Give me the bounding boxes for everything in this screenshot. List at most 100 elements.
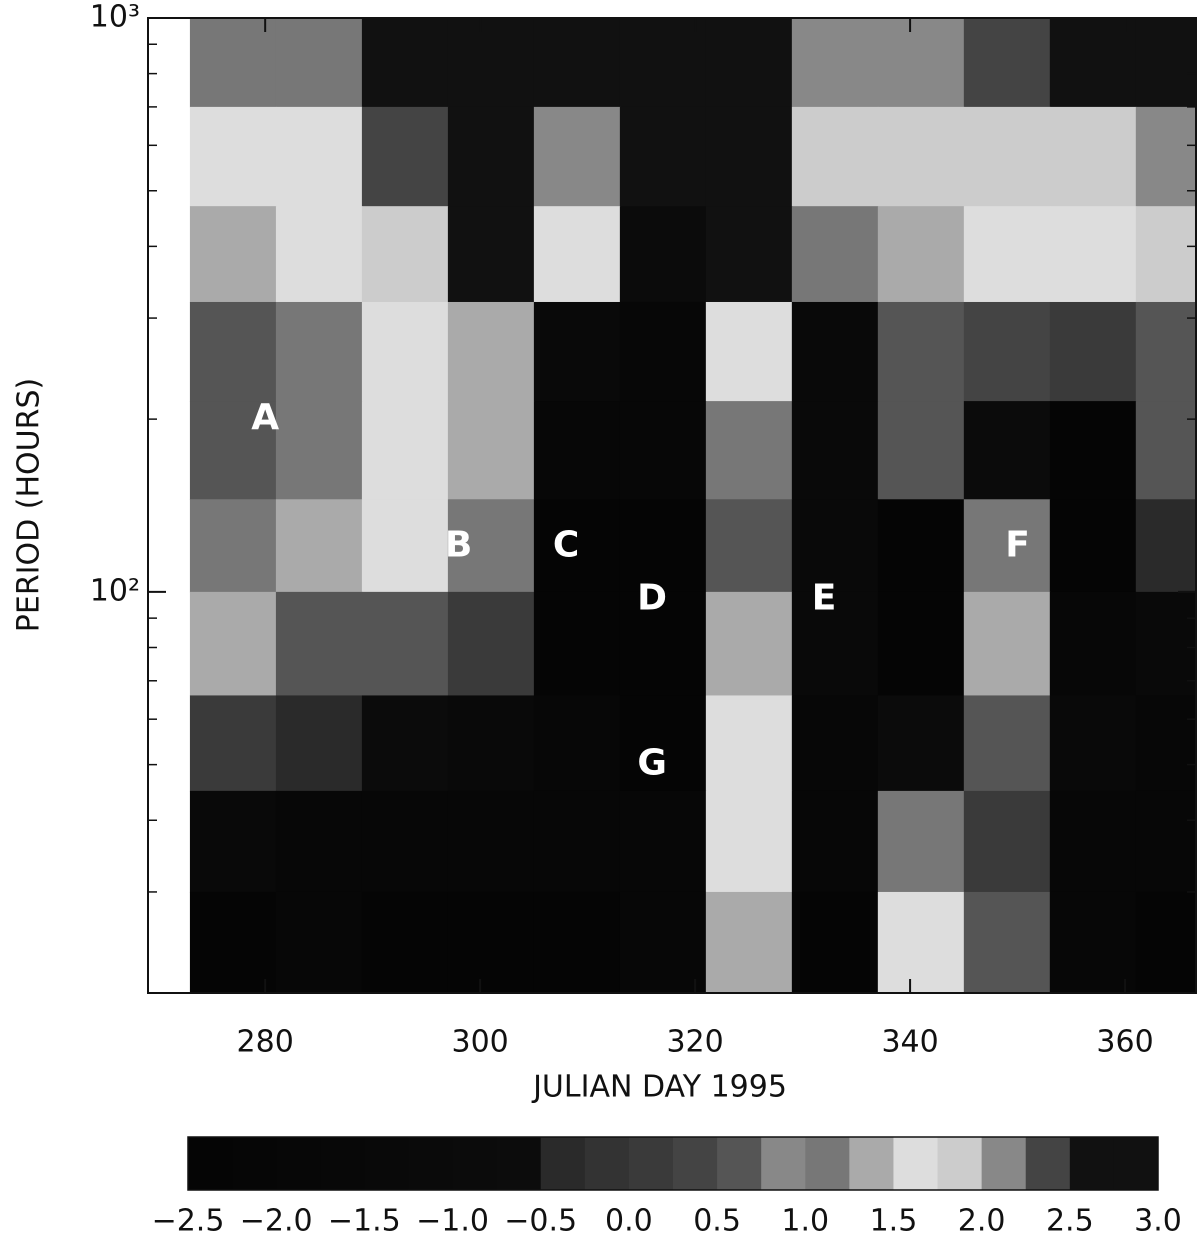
heat-cell	[705, 790, 793, 893]
x-axis-label: JULIAN DAY 1995	[531, 1070, 787, 1105]
x-tick-label: 300	[452, 1025, 509, 1060]
heat-cell	[1135, 891, 1197, 994]
heat-cell	[447, 790, 535, 893]
heat-cell	[533, 790, 621, 893]
colorbar-segment	[364, 1137, 409, 1190]
heat-cell	[447, 106, 535, 207]
heat-cell	[619, 401, 707, 500]
colorbar-segment	[1113, 1137, 1159, 1190]
heat-cell	[189, 695, 277, 792]
colorbar-segment	[893, 1137, 939, 1190]
heat-cell	[1049, 18, 1137, 108]
heat-cell	[877, 891, 965, 994]
heat-cell	[1135, 106, 1197, 207]
annotation: B	[445, 524, 472, 565]
heat-cell	[533, 301, 621, 402]
heat-cell	[361, 401, 449, 500]
heat-cell	[275, 106, 363, 207]
heat-cell	[361, 499, 449, 593]
heat-cell	[791, 206, 879, 303]
annotation: D	[637, 577, 667, 618]
x-tick-label: 280	[237, 1025, 294, 1060]
heat-cell	[275, 301, 363, 402]
heat-cell	[189, 206, 277, 303]
heat-cell	[361, 790, 449, 893]
heat-cell	[189, 591, 277, 696]
heat-cell	[705, 206, 793, 303]
colorbar-segment	[761, 1137, 806, 1190]
heat-cell	[275, 695, 363, 792]
colorbar-segment	[1069, 1137, 1115, 1190]
colorbar-segment	[628, 1137, 674, 1190]
heat-cell	[877, 18, 965, 108]
heat-cell	[963, 499, 1051, 593]
colorbar-tick-label: 2.5	[1046, 1204, 1094, 1239]
heat-cell	[189, 18, 277, 108]
heat-cell	[1049, 790, 1137, 893]
heat-cell	[361, 106, 449, 207]
colorbar-segment	[276, 1137, 321, 1190]
heat-cell	[533, 106, 621, 207]
heat-cell	[361, 206, 449, 303]
heat-cell	[1135, 401, 1197, 500]
heat-cell	[705, 18, 793, 108]
x-tick-label: 360	[1096, 1025, 1153, 1060]
colorbar-segment	[188, 1137, 233, 1190]
heat-cell	[533, 695, 621, 792]
colorbar-segment	[496, 1137, 542, 1190]
colorbar-segment	[320, 1137, 365, 1190]
heat-cell	[877, 106, 965, 207]
heat-cell	[877, 591, 965, 696]
colorbar-tick-label: −2.0	[240, 1204, 313, 1239]
colorbar-segment	[805, 1137, 850, 1190]
heat-cell	[533, 401, 621, 500]
heat-cell	[1135, 206, 1197, 303]
heat-cell	[447, 695, 535, 792]
y-axis-label: PERIOD (HOURS)	[12, 378, 47, 632]
heat-cell	[1049, 499, 1137, 593]
colorbar-segment	[849, 1137, 894, 1190]
plot-frame	[147, 17, 1197, 994]
heat-cell	[447, 18, 535, 108]
colorbar-segment	[452, 1137, 498, 1190]
heat-cell	[275, 206, 363, 303]
heat-cell	[1049, 301, 1137, 402]
heat-cell	[619, 790, 707, 893]
annotation: A	[251, 397, 279, 438]
heat-cell	[619, 206, 707, 303]
heat-cell	[705, 499, 793, 593]
heat-cell	[447, 891, 535, 994]
colorbar-tick-label: 1.5	[870, 1204, 918, 1239]
heat-cell	[1049, 401, 1137, 500]
heat-cell	[705, 301, 793, 402]
heat-cell	[447, 301, 535, 402]
annotation: G	[637, 743, 667, 784]
colorbar-tick-label: −1.5	[328, 1204, 401, 1239]
annotation: C	[553, 524, 579, 565]
colorbar-segment	[1025, 1137, 1071, 1190]
heat-cell	[189, 790, 277, 893]
heat-cell	[791, 695, 879, 792]
heatmap-cells	[189, 18, 1197, 994]
heat-cell	[361, 695, 449, 792]
heat-cell	[791, 18, 879, 108]
heat-cell	[533, 206, 621, 303]
x-tick-label: 340	[881, 1025, 938, 1060]
heat-cell	[1049, 206, 1137, 303]
heat-cell	[275, 790, 363, 893]
y-tick-label: 10²	[90, 573, 140, 608]
heat-cell	[791, 591, 879, 696]
heat-cell	[1135, 695, 1197, 792]
heat-cell	[189, 401, 277, 500]
heat-cell	[361, 301, 449, 402]
colorbar-tick-label: −2.5	[152, 1204, 225, 1239]
heat-cell	[963, 401, 1051, 500]
heat-cell	[791, 891, 879, 994]
heat-cell	[877, 401, 965, 500]
heat-cell	[533, 591, 621, 696]
heat-cell	[1049, 106, 1137, 207]
annotation: F	[1005, 524, 1030, 565]
heat-cell	[791, 499, 879, 593]
x-tick-label: 320	[666, 1025, 723, 1060]
colorbar-segment	[232, 1137, 277, 1190]
